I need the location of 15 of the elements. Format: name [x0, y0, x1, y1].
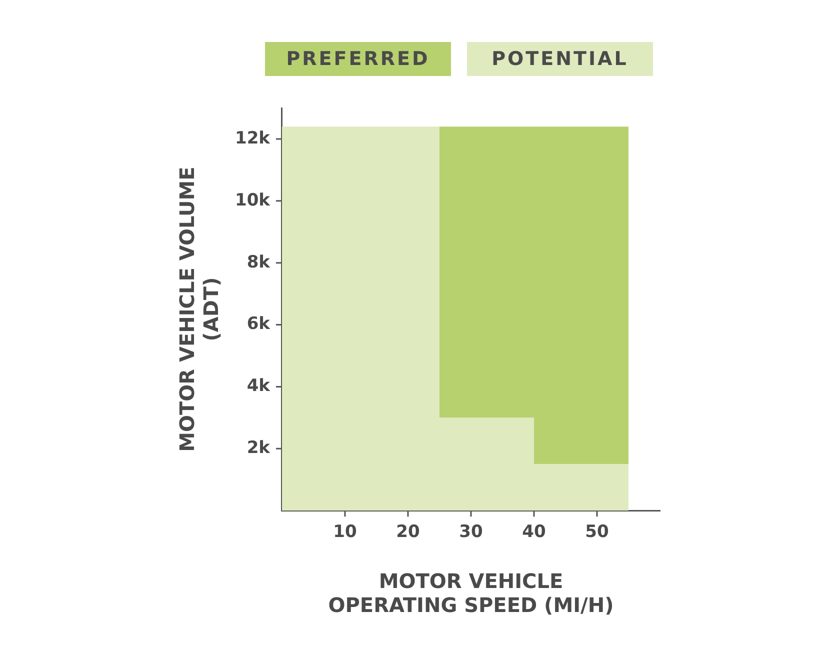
- x-tick-label: 10: [333, 522, 357, 542]
- x-tick-label: 40: [522, 522, 546, 542]
- y-tick-label: 10k: [234, 190, 271, 210]
- y-tick-label: 2k: [246, 438, 271, 458]
- text: POTENTIAL: [467, 42, 653, 76]
- y-tick-label: 6k: [246, 314, 271, 334]
- x-axis-title: MOTOR VEHICLE OPERATING SPEED (MI/H): [328, 569, 614, 618]
- y-tick-label: 8k: [246, 252, 271, 272]
- x-tick-label: 30: [459, 522, 483, 542]
- text: PREFERRED: [265, 42, 451, 76]
- y-tick-label: 12k: [234, 128, 271, 148]
- x-tick-label: 20: [396, 522, 420, 542]
- y-tick-label: 4k: [246, 376, 271, 396]
- x-tick-label: 50: [585, 522, 609, 542]
- y-axis-title: MOTOR VEHICLE VOLUME (ADT): [175, 166, 224, 452]
